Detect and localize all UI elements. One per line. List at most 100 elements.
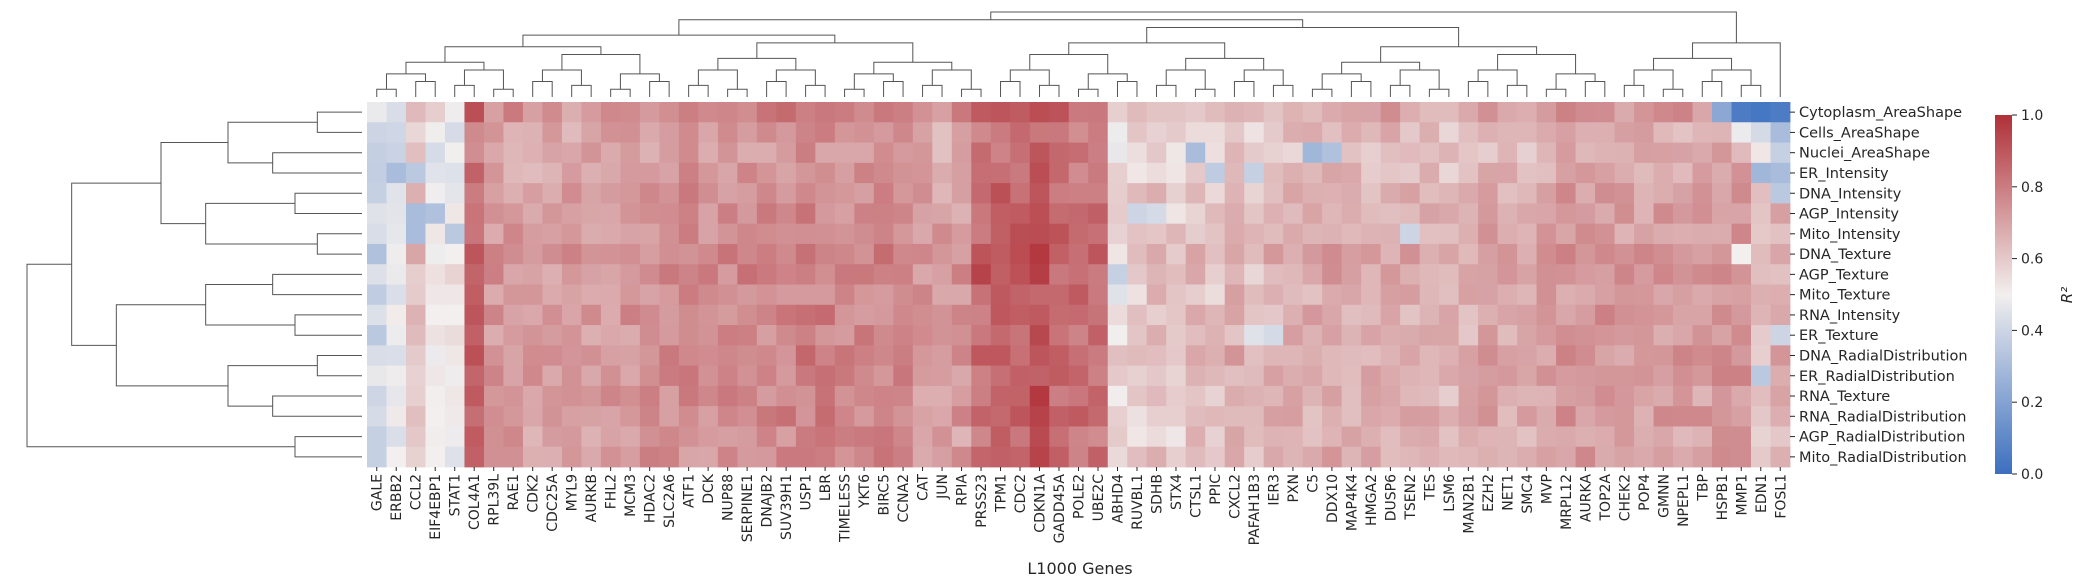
heatmap-cell [1439,142,1460,164]
dendrogram-link [463,69,504,90]
heatmap-cell [444,446,465,468]
heatmap-cell [1205,304,1226,326]
heatmap-cell [1380,426,1401,448]
heatmap-cell [1536,203,1557,225]
heatmap-cell [698,243,719,265]
heatmap-cell [1458,365,1479,387]
heatmap-cell [1497,446,1518,468]
heatmap-cell [971,183,992,204]
heatmap-cell [1185,142,1206,164]
heatmap-cell [1517,122,1537,143]
row-label: Mito_Intensity [1799,227,1901,243]
heatmap-cell [1322,385,1343,407]
heatmap-cell [1029,304,1050,326]
heatmap-cell [561,284,582,306]
heatmap-cell [1068,385,1089,407]
heatmap-cell [1185,122,1206,143]
heatmap-cell [1692,122,1713,143]
heatmap-cell [503,446,524,468]
heatmap-cell [386,426,407,448]
heatmap-cell [483,325,504,346]
heatmap-cell [873,243,894,265]
heatmap-cell [1107,385,1128,407]
heatmap-cell [425,162,446,184]
dendrogram-link [385,73,426,90]
heatmap-cell [1458,264,1479,285]
heatmap-cell [815,446,836,468]
row-label: Mito_RadialDistribution [1799,450,1967,466]
heatmap-cell [659,183,680,204]
heatmap-cell [1166,102,1187,123]
heatmap-cell [464,243,485,265]
heatmap-cell [1185,102,1206,123]
heatmap-cell [795,406,816,427]
dendrogram-link [1116,81,1138,97]
heatmap-cell [1380,223,1401,245]
heatmap-cell [1400,122,1421,143]
heatmap-cell [620,142,641,164]
heatmap-cell [1068,203,1089,225]
heatmap-cell [951,162,972,184]
heatmap-cell [1634,345,1654,367]
heatmap-cell [1419,102,1440,123]
heatmap-cell [1595,385,1615,407]
heatmap-cell [1166,406,1187,427]
dendrogram-link [1740,84,1762,97]
heatmap-cell [1712,406,1732,427]
heatmap-cell [367,142,387,164]
heatmap-cell [776,223,797,245]
heatmap-cell [1068,446,1089,468]
heatmap-cell [503,203,524,225]
heatmap-cell [600,223,621,245]
heatmap-cell [1634,325,1654,346]
dendrogram-link [1233,81,1255,97]
heatmap-cell [737,446,758,468]
dendrogram-link [1662,88,1684,97]
heatmap-cell [1673,122,1693,143]
heatmap-cell [1010,325,1031,346]
heatmap-cell [1497,325,1518,346]
heatmap-cell [1088,446,1109,468]
heatmap-cell [367,203,387,225]
column-label: STX4 [1169,474,1185,510]
heatmap-cell [639,446,660,468]
heatmap-cell [1283,325,1304,346]
heatmap-cell [756,345,777,367]
heatmap-cell [1224,406,1245,427]
heatmap-cell [600,446,621,468]
heatmap-cell [932,243,953,265]
heatmap-cell [1575,243,1596,265]
heatmap-cell [1341,203,1362,225]
heatmap-cell [717,203,738,225]
heatmap-cell [1049,243,1070,265]
heatmap-cell [1497,365,1518,387]
heatmap-cell [971,162,992,184]
heatmap-cell [1166,183,1187,204]
heatmap-cell [659,365,680,387]
heatmap-cell [639,385,660,407]
heatmap-cell [1224,122,1245,143]
heatmap-cell [834,365,855,387]
heatmap-cell [834,304,855,326]
heatmap-cell [620,223,641,245]
heatmap-cell [1088,142,1109,164]
column-label: ABHD4 [1111,474,1127,523]
heatmap-cell [464,223,485,245]
heatmap-cell [1575,426,1596,448]
heatmap-cell [1185,304,1206,326]
heatmap-cell [698,345,719,367]
heatmap-cell [990,243,1011,265]
dendrogram-link [1165,69,1206,90]
column-label: USP1 [799,474,815,510]
heatmap-cell [1068,365,1089,387]
heatmap-cell [1166,223,1187,245]
heatmap-cell [483,406,504,427]
heatmap-cell [600,284,621,306]
heatmap-cell [1302,223,1323,245]
heatmap-cell [873,365,894,387]
heatmap-cell [1049,345,1070,367]
heatmap-cell [678,142,699,164]
heatmap-cell [815,243,836,265]
column-label: DDX10 [1325,474,1341,523]
heatmap-cell [1283,406,1304,427]
